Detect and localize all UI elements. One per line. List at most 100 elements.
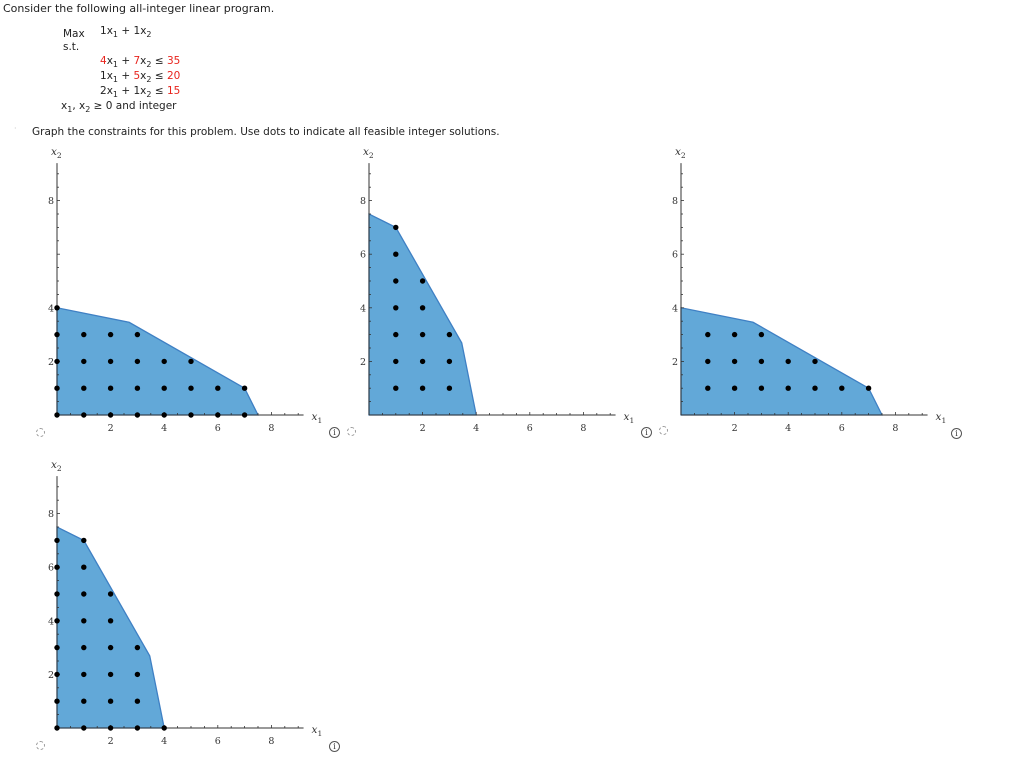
x-tick-label: 2 — [732, 423, 738, 434]
integer-solution-dot — [215, 412, 221, 418]
y-tick-label: 2 — [672, 357, 678, 368]
integer-solution-dot — [107, 671, 114, 678]
feasible-region — [368, 212, 477, 416]
integer-solution-dot — [839, 385, 845, 391]
integer-solution-dot — [161, 385, 167, 391]
integer-solution-dot — [134, 671, 141, 678]
integer-solution-dot — [81, 725, 87, 731]
info-icon[interactable]: i — [329, 741, 340, 752]
integer-solution-dot — [705, 385, 711, 391]
integer-solution-dot — [188, 358, 194, 365]
x-tick-label: 2 — [420, 423, 426, 434]
integer-solution-dot — [419, 331, 426, 338]
info-icon[interactable]: i — [329, 427, 340, 438]
integer-solution-dot — [758, 385, 765, 391]
integer-solution-dot — [54, 537, 60, 544]
integer-solution-dot — [812, 385, 818, 391]
question-marker: · — [14, 124, 17, 133]
y-tick-label: 2 — [48, 357, 54, 368]
integer-solution-dot — [731, 358, 738, 365]
integer-solution-dot — [134, 725, 141, 731]
x-tick-label: 4 — [785, 423, 791, 434]
y-tick-label: 8 — [360, 196, 366, 207]
integer-solution-dot — [134, 412, 141, 418]
integer-solution-dot — [446, 385, 453, 391]
integer-solution-dot — [393, 224, 399, 231]
integer-solution-dot — [54, 591, 60, 597]
x1-axis-label: x1 — [312, 411, 323, 425]
option-radio-2[interactable] — [347, 427, 356, 436]
integer-solution-dot — [393, 358, 399, 365]
integer-solution-dot — [419, 305, 426, 311]
integer-solution-dot — [54, 644, 60, 651]
integer-solution-dot — [758, 331, 765, 338]
info-icon[interactable]: i — [641, 427, 652, 438]
constraint-1: 4x1 + 7x2 ≤ 35 — [100, 55, 181, 69]
integer-solution-dot — [54, 385, 60, 391]
intro-text: Consider the following all-integer linea… — [3, 2, 275, 15]
feasible-region — [56, 307, 260, 416]
integer-solution-dot — [758, 358, 765, 365]
graph-option-3: 2 4 6 8 2 4 6 8 x1 x2 — [651, 145, 951, 445]
integer-solution-dot — [393, 278, 399, 284]
subject-to-label: s.t. — [63, 41, 80, 53]
x-tick-label: 8 — [892, 423, 898, 434]
integer-solution-dot — [54, 671, 60, 678]
integer-solution-dot — [731, 385, 738, 391]
x1-axis-label: x1 — [936, 411, 947, 425]
feasible-region-chart: 2 4 6 8 2 4 6 8 x1 x2 — [672, 146, 947, 434]
y-tick-label: 4 — [48, 616, 54, 627]
integer-solution-dot — [54, 618, 60, 624]
integer-solution-dot — [393, 385, 399, 391]
x-tick-label: 4 — [161, 736, 167, 747]
integer-solution-dot — [705, 331, 711, 338]
integer-solution-dot — [107, 331, 114, 338]
integer-solution-dot — [81, 698, 87, 704]
option-radio-3[interactable] — [659, 426, 668, 435]
info-icon[interactable]: i — [951, 428, 962, 439]
x2-axis-label: x2 — [675, 146, 686, 160]
x-tick-label: 8 — [268, 423, 274, 434]
integer-solution-dot — [54, 412, 60, 418]
integer-solution-dot — [393, 251, 399, 257]
x1-axis-label: x1 — [312, 724, 323, 738]
y-tick-label: 2 — [48, 670, 54, 681]
integer-solution-dot — [785, 385, 791, 391]
integer-solution-dot — [785, 358, 791, 365]
integer-solution-dot — [81, 537, 87, 544]
option-radio-1[interactable] — [36, 428, 45, 437]
x-tick-label: 2 — [108, 736, 114, 747]
y-tick-label: 4 — [360, 303, 366, 314]
integer-solution-dot — [241, 385, 248, 391]
integer-solution-dot — [215, 385, 221, 391]
x-tick-label: 2 — [108, 423, 114, 434]
integer-solution-dot — [81, 412, 87, 418]
integer-solution-dot — [731, 331, 738, 338]
y-tick-label: 8 — [48, 196, 54, 207]
graph-option-1: 2 4 6 8 2 4 8 x1 x2 — [27, 145, 327, 445]
x2-axis-label: x2 — [363, 146, 374, 160]
objective-function: 1x1 + 1x2 — [100, 25, 152, 39]
integer-solution-dot — [54, 564, 60, 570]
feasible-region — [56, 525, 165, 729]
integer-solution-dot — [419, 358, 426, 365]
integer-solution-dot — [81, 564, 87, 570]
integer-solution-dot — [705, 358, 711, 365]
integer-solution-dot — [188, 412, 194, 418]
integer-solution-dot — [81, 618, 87, 624]
integer-solution-dot — [393, 305, 399, 311]
constraint-2: 1x1 + 5x2 ≤ 20 — [100, 70, 181, 84]
graph-option-4: 2 4 6 8 2 4 6 8 x1 x2 — [27, 458, 327, 758]
integer-solution-dot — [81, 331, 87, 338]
integer-solution-dot — [446, 358, 453, 365]
x-tick-label: 6 — [215, 736, 221, 747]
constraint-3: 2x1 + 1x2 ≤ 15 — [100, 85, 181, 99]
integer-solution-dot — [54, 358, 60, 365]
integer-solution-dot — [865, 385, 872, 391]
x-tick-label: 8 — [580, 423, 586, 434]
integer-solution-dot — [134, 385, 141, 391]
x2-axis-label: x2 — [51, 146, 62, 160]
feasible-region-chart: 2 4 6 8 2 4 6 8 x1 x2 — [360, 146, 634, 434]
y-tick-label: 6 — [48, 563, 54, 574]
integer-solution-dot — [107, 725, 114, 731]
